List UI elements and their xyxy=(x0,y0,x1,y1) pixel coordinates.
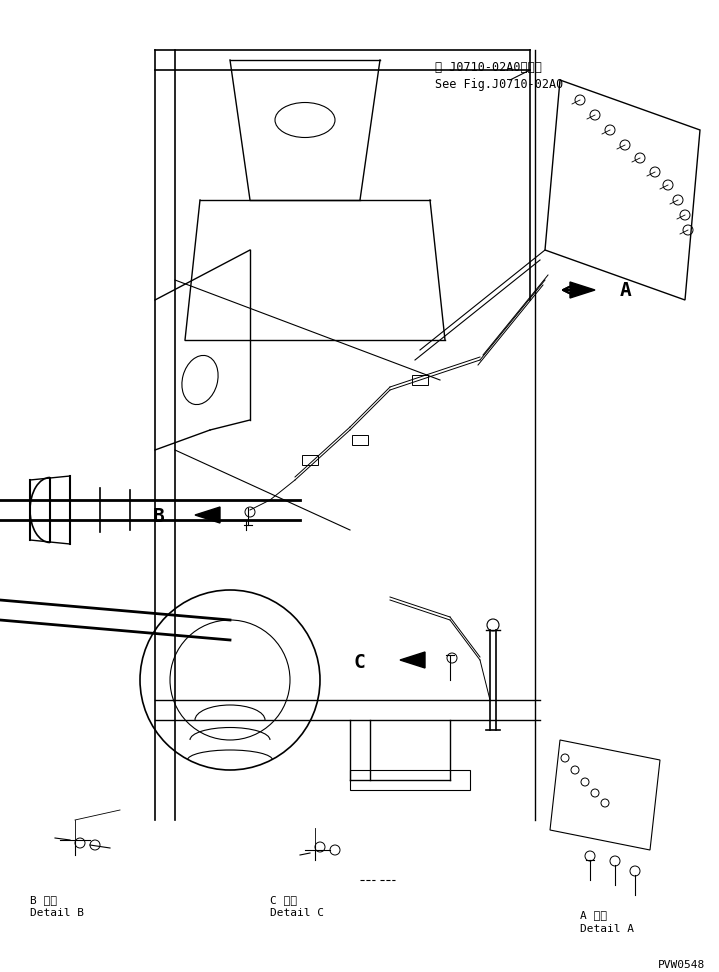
Text: 第 J0710-02A0図参照: 第 J0710-02A0図参照 xyxy=(435,61,542,75)
Text: A: A xyxy=(620,281,632,299)
Text: C 詳細: C 詳細 xyxy=(270,895,297,905)
Text: B 詳細: B 詳細 xyxy=(30,895,57,905)
Bar xyxy=(412,375,428,385)
Text: C: C xyxy=(353,652,365,672)
Text: B: B xyxy=(153,507,165,527)
Text: PVW0548: PVW0548 xyxy=(658,960,705,970)
Bar xyxy=(302,455,318,465)
Text: See Fig.J0710-02A0: See Fig.J0710-02A0 xyxy=(435,79,563,91)
Text: Detail B: Detail B xyxy=(30,908,84,918)
Polygon shape xyxy=(570,282,595,298)
Bar xyxy=(352,435,368,445)
Text: Detail C: Detail C xyxy=(270,908,324,918)
Bar xyxy=(350,770,470,790)
Polygon shape xyxy=(195,507,220,523)
Text: A 詳細: A 詳細 xyxy=(580,910,607,920)
Text: Detail A: Detail A xyxy=(580,924,634,934)
Polygon shape xyxy=(400,652,425,668)
FancyArrowPatch shape xyxy=(563,286,592,295)
